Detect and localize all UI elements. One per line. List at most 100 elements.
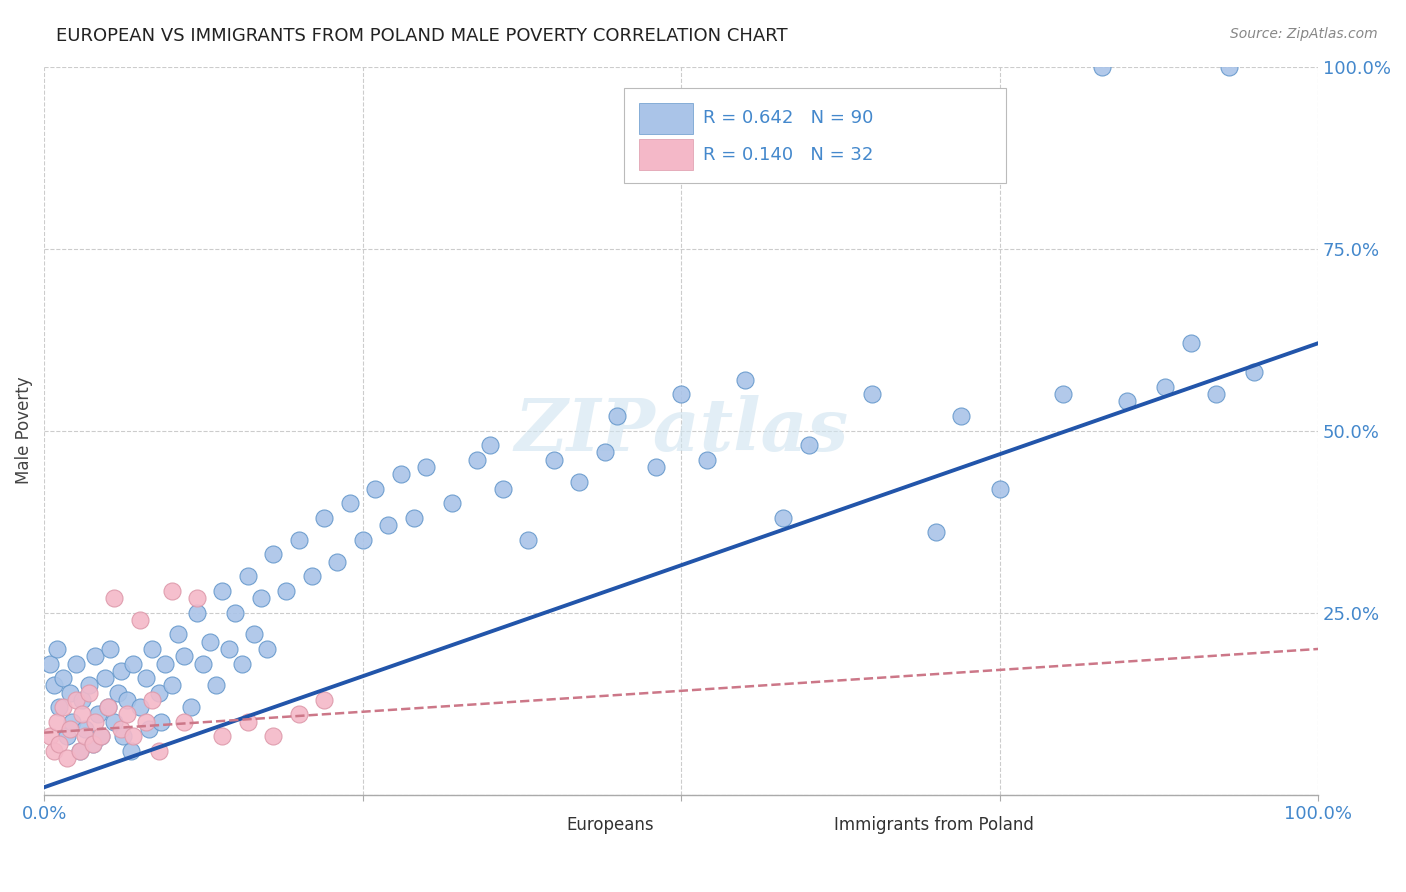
Point <box>1180 336 1202 351</box>
Point <box>173 649 195 664</box>
Point <box>301 569 323 583</box>
Point <box>925 525 948 540</box>
Point <box>1243 365 1265 379</box>
Point <box>77 678 100 692</box>
Point <box>52 671 75 685</box>
Point <box>48 700 70 714</box>
Point <box>73 722 96 736</box>
Point <box>97 700 120 714</box>
Point <box>48 737 70 751</box>
Point <box>122 729 145 743</box>
Point <box>72 707 94 722</box>
Point <box>141 642 163 657</box>
Text: Source: ZipAtlas.com: Source: ZipAtlas.com <box>1230 27 1378 41</box>
Point <box>39 657 62 671</box>
Point <box>644 460 666 475</box>
Point <box>150 714 173 729</box>
Point <box>186 606 208 620</box>
Point <box>364 482 387 496</box>
FancyBboxPatch shape <box>783 813 828 838</box>
Point <box>211 729 233 743</box>
Point <box>82 737 104 751</box>
Point <box>56 729 79 743</box>
Point <box>84 649 107 664</box>
Point <box>153 657 176 671</box>
Point <box>110 664 132 678</box>
Point <box>492 482 515 496</box>
Text: Europeans: Europeans <box>567 816 654 834</box>
Point <box>160 678 183 692</box>
Point <box>593 445 616 459</box>
Point <box>56 751 79 765</box>
Point <box>198 634 221 648</box>
Point <box>148 686 170 700</box>
Point <box>988 482 1011 496</box>
Point <box>440 496 463 510</box>
Point <box>860 387 883 401</box>
Point <box>415 460 437 475</box>
Point <box>218 642 240 657</box>
Point <box>173 714 195 729</box>
Point <box>115 707 138 722</box>
Point <box>236 569 259 583</box>
Point <box>135 714 157 729</box>
Point <box>97 700 120 714</box>
Point <box>73 729 96 743</box>
FancyBboxPatch shape <box>640 139 693 170</box>
Point <box>389 467 412 482</box>
Point <box>160 583 183 598</box>
Point <box>112 729 135 743</box>
Point <box>72 693 94 707</box>
Point <box>288 707 311 722</box>
Text: R = 0.642   N = 90: R = 0.642 N = 90 <box>703 110 873 128</box>
Point <box>115 693 138 707</box>
Point <box>517 533 540 547</box>
Point <box>402 511 425 525</box>
Point <box>606 409 628 423</box>
Point <box>103 591 125 605</box>
Point <box>326 555 349 569</box>
Point <box>186 591 208 605</box>
Point <box>135 671 157 685</box>
Point <box>224 606 246 620</box>
Point <box>262 547 284 561</box>
FancyBboxPatch shape <box>624 88 1007 183</box>
Point <box>797 438 820 452</box>
Point <box>65 693 87 707</box>
Point <box>44 744 66 758</box>
Point <box>69 744 91 758</box>
Point <box>772 511 794 525</box>
Point <box>44 678 66 692</box>
Point <box>262 729 284 743</box>
Point <box>1218 60 1240 74</box>
Y-axis label: Male Poverty: Male Poverty <box>15 376 32 484</box>
Point <box>60 714 83 729</box>
Point <box>128 613 150 627</box>
Point <box>568 475 591 489</box>
Point <box>236 714 259 729</box>
Point <box>1090 60 1112 74</box>
Point <box>193 657 215 671</box>
Text: EUROPEAN VS IMMIGRANTS FROM POLAND MALE POVERTY CORRELATION CHART: EUROPEAN VS IMMIGRANTS FROM POLAND MALE … <box>56 27 787 45</box>
FancyBboxPatch shape <box>516 813 560 838</box>
Point <box>167 627 190 641</box>
Point <box>314 693 336 707</box>
Point <box>77 686 100 700</box>
Point <box>58 722 80 736</box>
Point <box>107 686 129 700</box>
Point <box>90 729 112 743</box>
Point <box>256 642 278 657</box>
Point <box>1154 380 1177 394</box>
Point <box>58 686 80 700</box>
Point <box>45 642 67 657</box>
Point <box>1205 387 1227 401</box>
Point <box>479 438 502 452</box>
Point <box>128 700 150 714</box>
Point <box>1116 394 1139 409</box>
Point <box>94 671 117 685</box>
Point <box>103 714 125 729</box>
Point <box>65 657 87 671</box>
Point <box>465 452 488 467</box>
Point <box>211 583 233 598</box>
Point <box>110 722 132 736</box>
